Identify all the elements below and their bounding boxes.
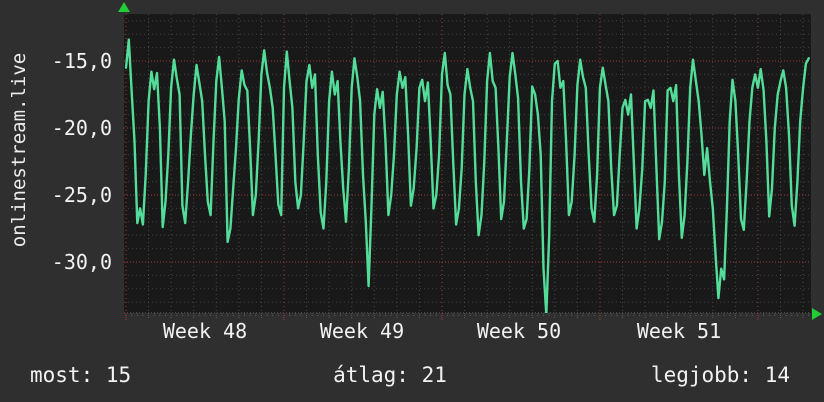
y-axis-label: -30,0 (51, 250, 112, 274)
x-axis-label-week51: Week 51 (636, 319, 722, 343)
y-axis-arrow-icon (118, 2, 130, 12)
x-axis-arrow-icon (812, 308, 822, 320)
y-axis-label: -25,0 (51, 183, 112, 207)
y-axis-label: -15,0 (51, 49, 112, 73)
plot-area (124, 14, 811, 313)
x-axis-label-week48: Week 48 (162, 319, 248, 343)
x-axis-ticks (125, 313, 810, 321)
stat-atlag: átlag: 21 (333, 363, 447, 387)
stat-legjobb: legjobb: 14 (650, 363, 790, 387)
stat-most: most: 15 (30, 363, 132, 387)
y-axis-label: -20,0 (51, 116, 112, 140)
chart-vertical-title: onlinestream.live (8, 52, 30, 248)
line-chart (124, 14, 811, 313)
x-axis-label-week50: Week 50 (476, 319, 562, 343)
x-axis-label-week49: Week 49 (319, 319, 405, 343)
